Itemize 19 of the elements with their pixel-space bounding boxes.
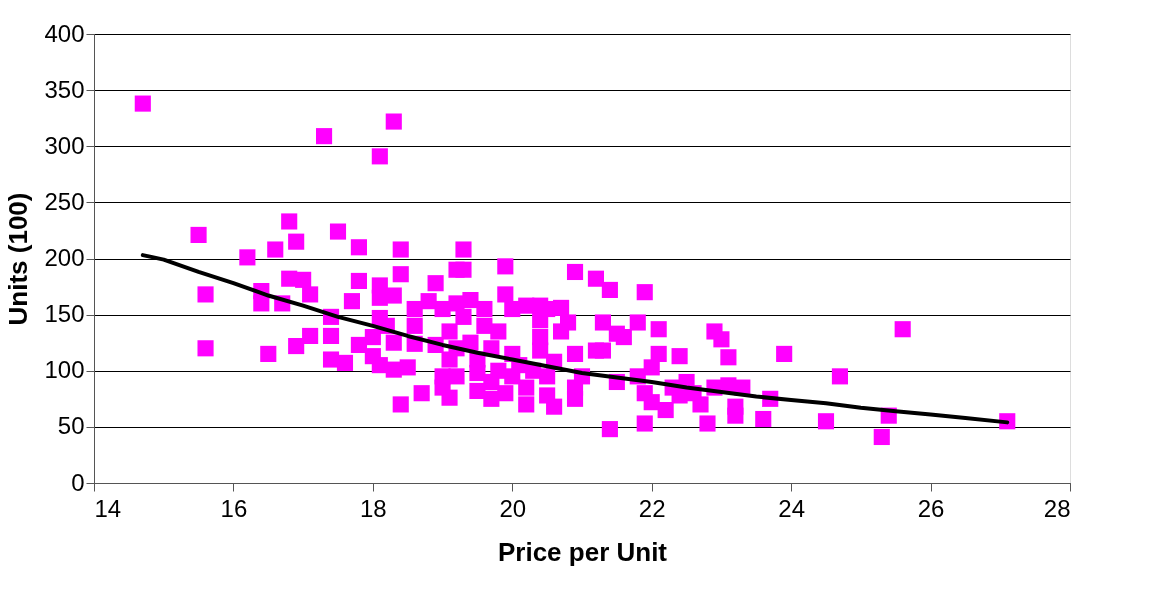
y-tick-label: 400 (44, 19, 85, 47)
x-tick-label: 14 (94, 494, 122, 522)
y-tick-label: 300 (44, 131, 85, 159)
y-tick-label: 100 (44, 356, 85, 384)
x-tick-label: 22 (638, 494, 666, 522)
y-axis-title: Units (100) (3, 192, 34, 326)
x-tick-label: 26 (917, 494, 945, 522)
x-tick-label: 24 (778, 494, 805, 522)
y-tick-label: 250 (44, 187, 85, 215)
x-tick-label: 20 (499, 494, 527, 522)
x-axis-title: Price per Unit (497, 536, 668, 567)
y-tick-label: 350 (44, 75, 85, 103)
x-tick-label: 18 (360, 494, 387, 522)
y-tick-label: 50 (57, 412, 85, 440)
y-tick-label: 0 (71, 468, 85, 496)
x-tick-label: 16 (220, 494, 248, 522)
x-tick-label: 28 (1043, 494, 1071, 522)
y-tick-label: 150 (44, 300, 85, 328)
y-tick-label: 200 (44, 244, 85, 271)
